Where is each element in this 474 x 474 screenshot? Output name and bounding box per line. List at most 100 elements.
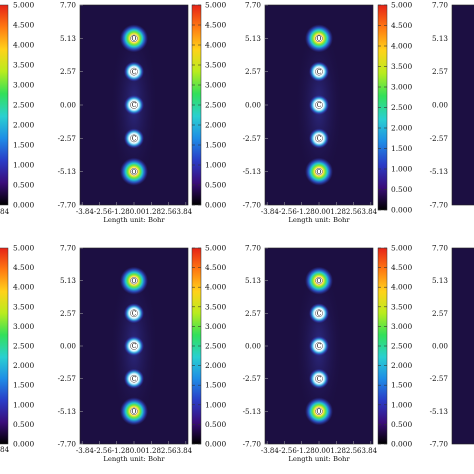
y-tick-label: 7.70	[245, 244, 261, 253]
colorbar-tick-label: 1.000	[13, 400, 34, 409]
y-tick-label: -5.13	[430, 407, 449, 416]
top-2-panel: O C C C O 7.70 5.13 2.57 0.00 -2.57 -5.13 -7.70-3.8…	[243, 1, 378, 225]
y-tick-label: -2.57	[58, 374, 77, 383]
atom-label: O	[132, 278, 137, 285]
y-tick-label: 7.70	[432, 1, 448, 10]
atom-label: O	[317, 408, 322, 415]
atom-core	[315, 309, 323, 318]
y-tick-label: 0.00	[60, 342, 76, 351]
colorbar-tick-label: 1.500	[391, 381, 412, 390]
colorbar-tick-label: 5.000	[391, 1, 412, 10]
y-tick-label: -2.57	[430, 134, 449, 143]
y-tick-label: 5.13	[60, 34, 76, 43]
y-tick-label: -7.70	[243, 201, 262, 210]
colorbar-tick-label: 0.000	[391, 206, 412, 215]
y-tick-label: -5.13	[58, 167, 77, 176]
colorbar-tick-label: 1.500	[205, 141, 226, 150]
x-axis-label: Length unit: Bohr	[103, 216, 165, 224]
colorbar-tick-label: 1.500	[391, 144, 412, 153]
colorbar-tick-label: 4.500	[391, 263, 412, 272]
atom-core	[315, 277, 323, 285]
colorbar-gradient	[0, 247, 9, 445]
atom-core	[130, 34, 138, 43]
right-partial-panel-bottom: 7.70 5.13 2.57 0.00 -2.57 -5.13 -7.70	[430, 244, 474, 449]
atom-label: C	[132, 343, 137, 350]
atom-core	[130, 277, 138, 285]
atom-core	[315, 374, 323, 383]
atom-core	[130, 167, 138, 176]
atom-label: C	[317, 102, 322, 109]
plot-area	[451, 4, 474, 206]
colorbar-tick-label: 2.500	[205, 342, 226, 351]
colorbar-tick-label: 4.000	[391, 42, 412, 51]
colorbar-tick-label: 0.500	[391, 185, 412, 194]
y-tick-label: -7.70	[58, 440, 77, 449]
top-1-panel: O C C C O 7.70 5.13 2.57 0.00 -2.57 -5.13 -7.70-3.8…	[58, 1, 193, 225]
y-tick-label: 5.13	[60, 276, 76, 285]
atom-core	[315, 34, 323, 43]
colorbar-tick-label: 4.500	[391, 21, 412, 30]
y-tick-label: 7.70	[245, 1, 261, 10]
atom-label: C	[132, 69, 137, 76]
colorbar-tick-label: 3.000	[13, 322, 34, 331]
colorbar-tick-label: 1.500	[205, 381, 226, 390]
y-tick-label: 2.57	[245, 309, 261, 318]
colorbar-tick-label: 5.000	[205, 1, 226, 10]
x-tick-labels: -3.84-2.56-1.280.001.282.563.84	[261, 447, 378, 455]
atom-core	[315, 67, 323, 76]
atom-label: C	[132, 310, 137, 317]
colorbar-tick-label: 2.500	[13, 342, 34, 351]
bottom-1-panel: O C C C O 7.70 5.13 2.57 0.00 -2.57 -5.13 -7.70-3.8…	[58, 244, 193, 464]
x-tick-labels: -3.84-2.56-1.280.001.282.563.84	[261, 208, 378, 216]
colorbar-tick-label: 4.000	[391, 283, 412, 292]
y-tick-label: 2.57	[432, 309, 448, 318]
atom-core	[315, 167, 323, 176]
y-tick-label: 5.13	[245, 276, 261, 285]
atom-label: O	[317, 36, 322, 43]
plot-area	[451, 247, 474, 445]
colorbar-tick-label: 4.000	[13, 283, 34, 292]
y-tick-label: 0.00	[60, 101, 76, 110]
y-tick-label: -7.70	[430, 440, 449, 449]
colorbar-tick-label: 0.500	[13, 420, 34, 429]
atom-core	[315, 342, 323, 350]
y-tick-label: 0.00	[245, 101, 261, 110]
colorbar-tick-label: 3.000	[391, 83, 412, 92]
y-tick-label: 2.57	[60, 67, 76, 76]
atom-label: C	[317, 136, 322, 143]
clipped-tick-label: 84	[0, 445, 10, 454]
atom-label: C	[317, 69, 322, 76]
colorbar-gradient	[0, 4, 9, 206]
atom-label: C	[132, 102, 137, 109]
colorbar-tick-label: 0.500	[205, 181, 226, 190]
colorbar-tick-label: 4.000	[13, 41, 34, 50]
y-tick-label: 2.57	[432, 67, 448, 76]
y-tick-label: -7.70	[243, 440, 262, 449]
atom-core	[130, 374, 138, 383]
y-tick-label: -2.57	[58, 134, 77, 143]
colorbar-tick-label: 0.500	[391, 420, 412, 429]
colorbar-tick-label: 1.000	[205, 400, 226, 409]
colorbar-tick-label: 4.000	[205, 283, 226, 292]
colorbar-tick-label: 2.500	[391, 342, 412, 351]
colorbar-tick-label: 2.000	[205, 361, 226, 370]
atom-label: O	[317, 169, 322, 176]
top-2-colorbar: 5.000 4.500 4.000 3.500 3.000 2.500 2.000 1.500…	[377, 1, 412, 215]
colorbar-tick-label: 1.500	[13, 141, 34, 150]
y-tick-label: 0.00	[432, 101, 448, 110]
y-tick-label: 5.13	[432, 276, 448, 285]
y-tick-label: -5.13	[430, 167, 449, 176]
bottom-2-colorbar: 5.000 4.500 4.000 3.500 3.000 2.500 2.000 1.500…	[377, 244, 412, 449]
x-tick-labels: -3.84-2.56-1.280.001.282.563.84	[76, 208, 193, 216]
colorbar-tick-label: 3.500	[391, 62, 412, 71]
colorbar-tick-label: 1.000	[391, 165, 412, 174]
y-tick-label: -2.57	[243, 374, 262, 383]
colorbar-tick-label: 3.000	[205, 322, 226, 331]
colorbar-tick-label: 3.500	[13, 61, 34, 70]
colorbar-tick-label: 4.500	[205, 21, 226, 30]
y-tick-label: 7.70	[60, 244, 76, 253]
y-tick-label: -7.70	[430, 201, 449, 210]
atom-core	[130, 342, 138, 350]
atom-label: C	[132, 376, 137, 383]
